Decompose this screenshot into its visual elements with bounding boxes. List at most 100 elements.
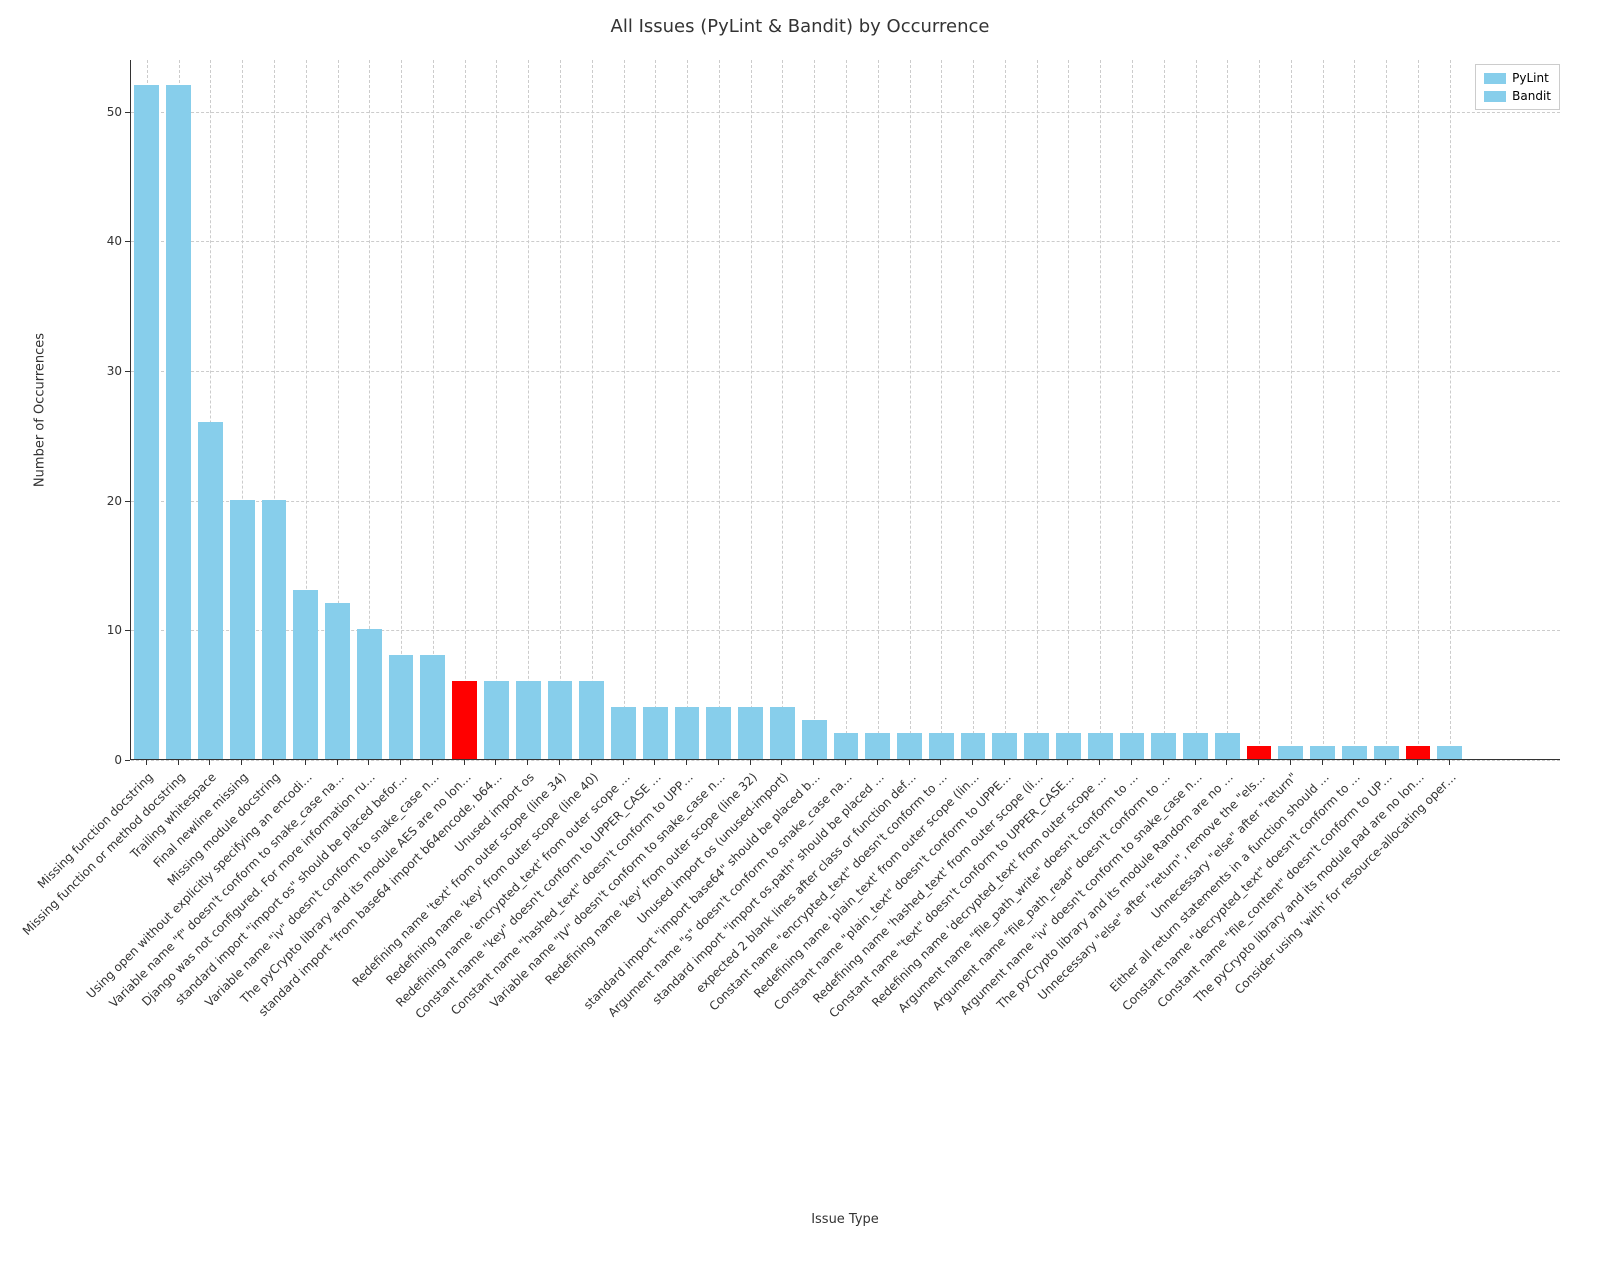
gridline-v: [1291, 60, 1292, 759]
xtick-mark: [750, 760, 751, 765]
legend: PyLint Bandit: [1475, 64, 1560, 110]
gridline-v: [941, 60, 942, 759]
xtick-mark: [273, 760, 274, 765]
gridline-v: [1132, 60, 1133, 759]
ytick-mark: [125, 112, 130, 113]
gridline-v: [433, 60, 434, 759]
gridline-v: [751, 60, 752, 759]
bar: [992, 733, 1017, 759]
ytick-mark: [125, 501, 130, 502]
plot-area: [130, 60, 1560, 760]
xtick-mark: [1163, 760, 1164, 765]
gridline-v: [719, 60, 720, 759]
bar: [516, 681, 541, 759]
xtick-mark: [527, 760, 528, 765]
gridline-v: [782, 60, 783, 759]
chart-root: All Issues (PyLint & Bandit) by Occurren…: [0, 0, 1600, 1288]
gridline-v: [846, 60, 847, 759]
bar: [1151, 733, 1176, 759]
xtick-mark: [1195, 760, 1196, 765]
gridline-v: [1386, 60, 1387, 759]
bar: [420, 655, 445, 759]
bar: [548, 681, 573, 759]
xtick-mark: [1322, 760, 1323, 765]
gridline-v: [1450, 60, 1451, 759]
gridline-v: [1259, 60, 1260, 759]
xtick-mark: [877, 760, 878, 765]
xtick-mark: [400, 760, 401, 765]
gridline-v: [592, 60, 593, 759]
bar: [1374, 746, 1399, 759]
bar: [1437, 746, 1462, 759]
gridline-v: [814, 60, 815, 759]
bar: [484, 681, 509, 759]
bar: [1310, 746, 1335, 759]
legend-swatch: [1484, 73, 1506, 84]
gridline-v: [1068, 60, 1069, 759]
bar: [1024, 733, 1049, 759]
bar: [706, 707, 731, 759]
bar: [198, 422, 223, 759]
bar: [293, 590, 318, 759]
gridline-v: [1164, 60, 1165, 759]
bar: [1278, 746, 1303, 759]
ytick-mark: [125, 630, 130, 631]
bar: [611, 707, 636, 759]
gridline-v: [1227, 60, 1228, 759]
xtick-mark: [1353, 760, 1354, 765]
legend-swatch: [1484, 91, 1506, 102]
gridline-v: [1354, 60, 1355, 759]
gridline-v: [910, 60, 911, 759]
xtick-mark: [623, 760, 624, 765]
gridline-v: [973, 60, 974, 759]
ytick-label: 10: [82, 623, 122, 637]
ytick-label: 20: [82, 494, 122, 508]
xtick-mark: [495, 760, 496, 765]
bar: [1088, 733, 1113, 759]
xtick-mark: [1226, 760, 1227, 765]
bar: [738, 707, 763, 759]
chart-title: All Issues (PyLint & Bandit) by Occurren…: [0, 16, 1600, 37]
ytick-label: 0: [82, 753, 122, 767]
bar: [643, 707, 668, 759]
legend-label: PyLint: [1512, 71, 1549, 85]
gridline-v: [1100, 60, 1101, 759]
xtick-mark: [241, 760, 242, 765]
gridline-v: [496, 60, 497, 759]
xtick-mark: [686, 760, 687, 765]
xtick-mark: [654, 760, 655, 765]
bar: [834, 733, 859, 759]
xtick-mark: [368, 760, 369, 765]
xtick-mark: [909, 760, 910, 765]
y-axis-label: Number of Occurrences: [33, 333, 48, 487]
bar: [230, 500, 255, 759]
xtick-mark: [940, 760, 941, 765]
xtick-mark: [1290, 760, 1291, 765]
bar: [929, 733, 954, 759]
xtick-mark: [464, 760, 465, 765]
gridline-v: [1196, 60, 1197, 759]
xtick-mark: [1385, 760, 1386, 765]
gridline-v: [655, 60, 656, 759]
bar: [357, 629, 382, 759]
xtick-mark: [559, 760, 560, 765]
xtick-mark: [1067, 760, 1068, 765]
bar: [262, 500, 287, 759]
xtick-mark: [1099, 760, 1100, 765]
bar: [1247, 746, 1272, 759]
bar: [1056, 733, 1081, 759]
bar: [770, 707, 795, 759]
xtick-mark: [305, 760, 306, 765]
ytick-label: 40: [82, 234, 122, 248]
gridline-v: [687, 60, 688, 759]
bar: [389, 655, 414, 759]
xtick-mark: [845, 760, 846, 765]
xtick-mark: [972, 760, 973, 765]
gridline-v: [528, 60, 529, 759]
xtick-mark: [432, 760, 433, 765]
legend-item: Bandit: [1484, 87, 1551, 105]
xtick-mark: [1004, 760, 1005, 765]
xtick-mark: [813, 760, 814, 765]
legend-label: Bandit: [1512, 89, 1551, 103]
xtick-mark: [591, 760, 592, 765]
